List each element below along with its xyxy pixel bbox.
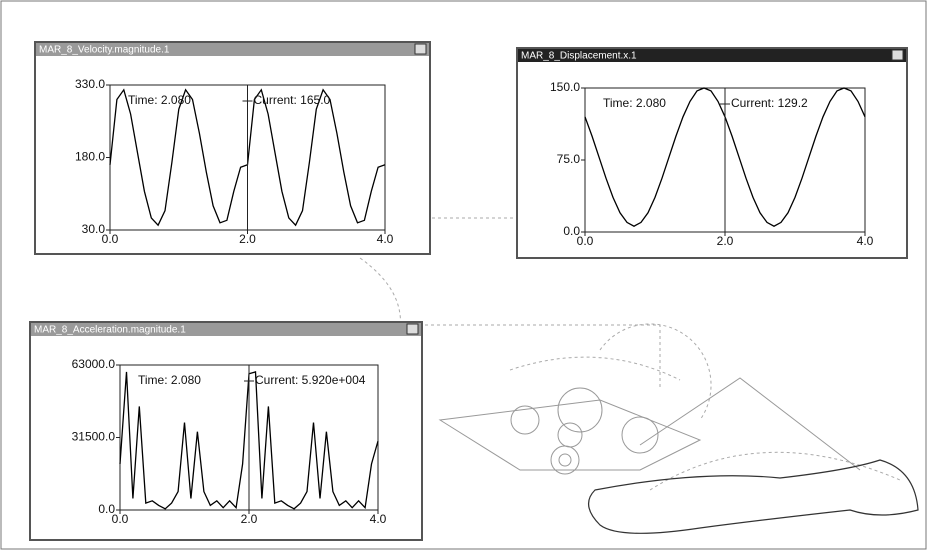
- current-readout: Current: 5.920e+004: [255, 373, 366, 387]
- x-tick-label: 2.0: [241, 512, 258, 526]
- window-title: MAR_8_Velocity.magnitude.1: [39, 45, 170, 56]
- window-title: MAR_8_Displacement.x.1: [521, 51, 637, 62]
- close-button[interactable]: [415, 44, 426, 54]
- time-readout: Time: 2.080: [128, 93, 191, 107]
- x-tick-label: 4.0: [377, 232, 394, 246]
- plot-window: MAR_8_Acceleration.magnitude.1 0.0 31500.0…: [30, 322, 422, 540]
- y-tick-label: 330.0: [75, 77, 105, 91]
- close-button[interactable]: [407, 324, 418, 334]
- x-tick-label: 4.0: [857, 234, 874, 248]
- x-tick-label: 0.0: [577, 234, 594, 248]
- close-button[interactable]: [892, 50, 903, 60]
- current-readout: Current: 165.0: [254, 93, 331, 107]
- window-title: MAR_8_Acceleration.magnitude.1: [34, 325, 186, 336]
- plot-window: MAR_8_Velocity.magnitude.130.0180.0330.0…: [35, 42, 430, 254]
- x-tick-label: 2.0: [239, 232, 256, 246]
- y-tick-label: 75.0: [557, 152, 581, 166]
- screen: MAR_8_Velocity.magnitude.130.0180.0330.0…: [0, 0, 927, 550]
- x-tick-label: 0.0: [112, 512, 129, 526]
- x-tick-label: 0.0: [102, 232, 119, 246]
- y-tick-label: 180.0: [75, 150, 105, 164]
- time-readout: Time: 2.080: [138, 373, 201, 387]
- y-tick-label: 31500.0: [72, 430, 116, 444]
- y-tick-label: 150.0: [550, 80, 580, 94]
- x-tick-label: 4.0: [370, 512, 387, 526]
- time-readout: Time: 2.080: [603, 96, 666, 110]
- x-tick-label: 2.0: [717, 234, 734, 248]
- current-readout: Current: 129.2: [731, 96, 808, 110]
- y-tick-label: 63000.0: [72, 357, 116, 371]
